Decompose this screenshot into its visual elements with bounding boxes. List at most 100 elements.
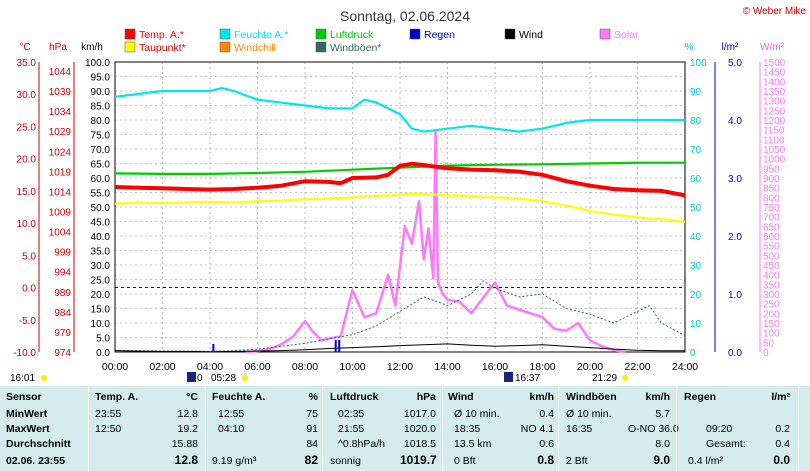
wind-tick: 15.0 <box>91 305 111 316</box>
temp-tick: 5.0 <box>22 251 36 262</box>
copyright-label: © Weber Mike <box>743 6 807 17</box>
solar-tick: 1400 <box>763 77 786 88</box>
press-tick: 1019 <box>49 167 72 178</box>
table-separator <box>798 386 799 471</box>
temp-tick: 0.0 <box>22 284 36 295</box>
hum-tick: 30 <box>690 261 702 272</box>
legend-swatch <box>504 28 516 40</box>
table-row-cell: Ø 10 min. <box>566 408 612 420</box>
table-footer-cell: 0.8 <box>537 453 554 467</box>
x-tick: 16:00 <box>482 361 508 373</box>
x-tick: 02:00 <box>149 361 175 373</box>
table-row-cell: 1020.0 <box>403 423 436 435</box>
x-tick: 00:00 <box>102 361 128 373</box>
solar-tick: 1200 <box>763 116 786 127</box>
table-footer-cell: 1019.7 <box>400 453 437 467</box>
table-separator <box>558 386 559 471</box>
sun-icon <box>41 375 47 381</box>
table-separator <box>322 386 323 471</box>
temp-tick: 30.0 <box>17 90 37 101</box>
table-row-cell: 23:55 <box>95 408 122 420</box>
x-axis: 00:00 02:00 04:00 06:00 08:00 10:00 12:00 14:00… <box>102 361 698 373</box>
hum-tick: 90 <box>690 87 702 98</box>
table-row-cell: 09:20 <box>706 423 733 435</box>
table-row-cell: 75 <box>306 408 318 420</box>
plot-area <box>114 86 686 354</box>
table-row-cell: 0.2 <box>775 423 790 435</box>
x-tick: 12:00 <box>387 361 413 373</box>
legend-label: Wind <box>519 29 543 41</box>
table-row-cell: O-NO 36.0 <box>628 423 679 435</box>
wind-tick: 70.0 <box>91 145 111 156</box>
moon2-label: 16:37 <box>515 373 540 384</box>
table-row-cell: 15.88 <box>171 438 198 450</box>
legend: Temp. A.* Feuchte A.* Luftdruck Regen Wind So… <box>124 28 639 54</box>
table-row-cell: 02:35 <box>338 408 365 420</box>
table-separator <box>442 386 443 471</box>
legend-swatch <box>124 41 136 53</box>
legend-swatch <box>409 28 421 40</box>
chart-title: Sonntag, 02.06.2024 <box>340 8 470 24</box>
legend-swatch <box>315 41 327 53</box>
solar-tick: 200 <box>763 309 780 320</box>
temp-tick: 10.0 <box>17 219 37 230</box>
press-tick: 994 <box>54 268 71 279</box>
sun-events: 16:01 0 05:28 16:37 21:29 <box>10 372 628 384</box>
x-tick: 20:00 <box>577 361 603 373</box>
table-row-cell: 18:35 <box>454 423 481 435</box>
wind-tick: 30.0 <box>91 261 111 272</box>
moon-label: 0 <box>197 373 203 384</box>
solar-tick: 550 <box>763 242 780 253</box>
hum-tick: 10 <box>690 319 702 330</box>
legend-label: Temp. A.* <box>139 29 184 41</box>
table-header: km/h <box>645 391 670 403</box>
table-separator <box>676 386 677 471</box>
solar-tick: 500 <box>763 251 780 262</box>
solar-tick: 1350 <box>763 87 786 98</box>
table-header: Feuchte A. <box>212 391 266 403</box>
press-tick: 999 <box>54 248 71 259</box>
hum-tick: 60 <box>690 174 702 185</box>
press-tick: 989 <box>54 288 71 299</box>
table-row-cell: 1018.5 <box>403 438 436 450</box>
rain-tick: 4.0 <box>728 116 742 127</box>
solar-tick: 1450 <box>763 68 786 79</box>
solar-tick: 700 <box>763 213 780 224</box>
solar-tick: 1000 <box>763 155 786 166</box>
table-row-cell: 12:55 <box>218 408 245 420</box>
moon-icon <box>187 372 196 382</box>
hum-tick: 70 <box>690 145 702 156</box>
x-tick: 24:00 <box>672 361 698 373</box>
solar-tick: 950 <box>763 164 780 175</box>
table-row-cell: 21:55 <box>338 423 365 435</box>
series-tempa-line <box>114 161 686 198</box>
temp-tick: 25.0 <box>17 122 37 133</box>
wind-tick: 100.0 <box>85 58 110 69</box>
table-header: Windböen <box>566 391 617 403</box>
table-header: Wind <box>448 391 474 403</box>
table-footer-cell: 0.4 l/m² <box>688 455 724 467</box>
table-row-cell: 84 <box>306 438 318 450</box>
weather-chart: Sonntag, 02.06.2024 © Weber Mike Temp. A… <box>10 6 807 384</box>
hum-tick: 40 <box>690 232 702 243</box>
solar-tick: 0 <box>763 348 769 359</box>
hum-tick: 50 <box>690 203 702 214</box>
series-solar-line <box>245 130 626 354</box>
press-tick: 1029 <box>49 127 72 138</box>
x-tick: 22:00 <box>624 361 650 373</box>
table-row-cell: 0.4 <box>539 408 554 420</box>
wind-tick: 40.0 <box>91 232 111 243</box>
press-tick: 1034 <box>49 107 72 118</box>
rain-bar <box>338 340 341 352</box>
press-tick: 984 <box>54 308 71 319</box>
press-tick: 1004 <box>49 228 72 239</box>
press-unit: hPa <box>49 42 67 53</box>
hum-tick: 80 <box>690 116 702 127</box>
table-row-cell: NO 4.1 <box>520 423 554 435</box>
solar-tick: 400 <box>763 271 780 282</box>
legend-swatch <box>219 28 231 40</box>
temp-tick: -5.0 <box>19 316 37 327</box>
table-row-cell: 1017.0 <box>403 408 436 420</box>
table-footer-cell: 2 Bft <box>566 455 588 467</box>
solar-unit: W/m² <box>760 42 785 53</box>
